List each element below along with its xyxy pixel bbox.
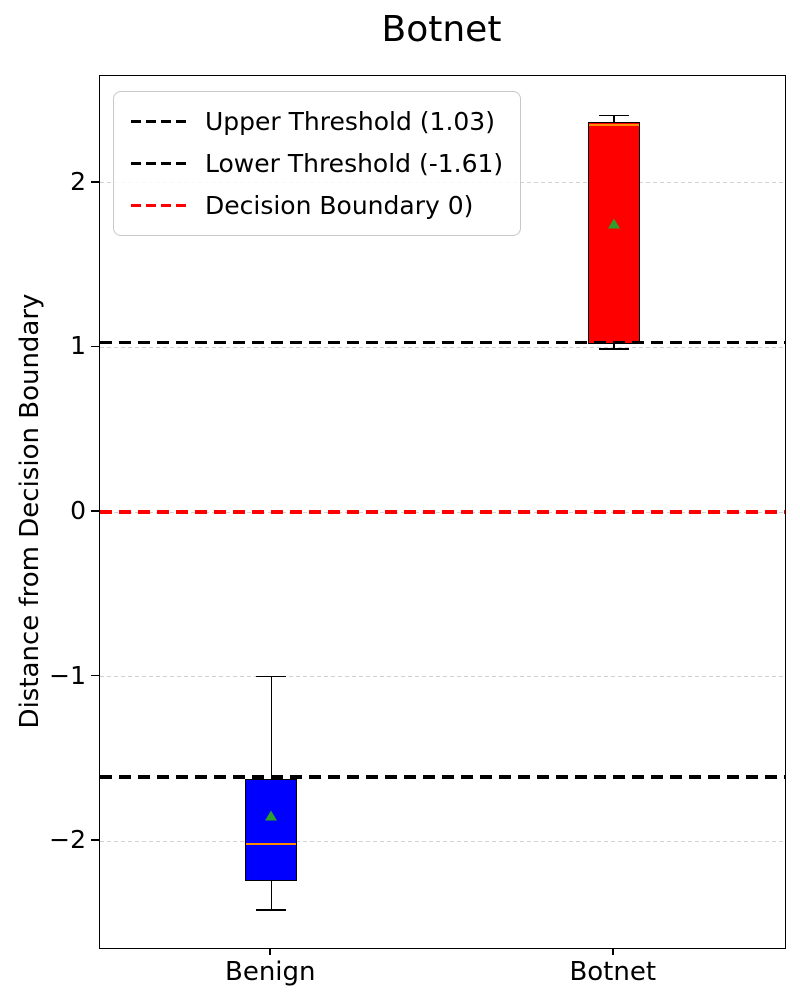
xtick-mark bbox=[611, 948, 614, 955]
botnet-whisker-cap-upper bbox=[598, 114, 629, 117]
legend-label: Lower Threshold (-1.61) bbox=[205, 149, 504, 178]
botnet-whisker-cap-lower bbox=[598, 348, 629, 350]
xtick-label-benign: Benign bbox=[224, 957, 316, 987]
benign-whisker-lower bbox=[270, 880, 272, 911]
legend-label: Upper Threshold (1.03) bbox=[205, 107, 495, 136]
botnet-box bbox=[587, 122, 640, 345]
ytick-mark bbox=[91, 181, 99, 183]
gridline-y-1 bbox=[100, 346, 785, 348]
legend-label: Decision Boundary 0) bbox=[205, 191, 474, 220]
legend: Upper Threshold (1.03) Lower Threshold (… bbox=[113, 91, 522, 236]
ytick-mark bbox=[91, 674, 99, 677]
benign-mean-marker bbox=[265, 810, 278, 821]
ytick-mark bbox=[91, 345, 99, 348]
benign-whisker-upper bbox=[270, 676, 272, 779]
benign-median-line bbox=[246, 842, 297, 846]
y-axis: 2 1 0 −1 −2 bbox=[0, 75, 99, 947]
legend-item-decision-boundary: Decision Boundary 0) bbox=[131, 187, 503, 224]
benign-whisker-cap-lower bbox=[256, 909, 287, 911]
ytick-mark bbox=[91, 839, 99, 841]
xtick-label-botnet: Botnet bbox=[569, 957, 657, 987]
benign-box bbox=[245, 778, 298, 881]
ytick-label-0: 0 bbox=[70, 496, 86, 525]
chart-title: Botnet bbox=[381, 9, 502, 50]
ref-line-upper-threshold bbox=[100, 340, 785, 345]
ref-line-decision-boundary bbox=[100, 510, 785, 514]
ytick-label-1: 1 bbox=[70, 331, 86, 361]
benign-whisker-cap-upper bbox=[256, 675, 287, 678]
ytick-label--1: −1 bbox=[49, 660, 86, 690]
legend-dash-sample bbox=[131, 119, 187, 124]
legend-dash-sample bbox=[131, 203, 187, 208]
botnet-median-line bbox=[588, 123, 639, 127]
ytick-label--2: −2 bbox=[49, 825, 86, 855]
gridline-y--1 bbox=[100, 676, 785, 678]
xtick-mark bbox=[269, 948, 272, 955]
legend-item-lower-threshold: Lower Threshold (-1.61) bbox=[131, 145, 503, 182]
legend-dash-sample bbox=[131, 161, 187, 166]
legend-item-upper-threshold: Upper Threshold (1.03) bbox=[131, 103, 503, 140]
ref-line-lower-threshold bbox=[100, 775, 785, 779]
ytick-mark bbox=[91, 510, 99, 512]
x-axis: Benign Botnet bbox=[99, 948, 784, 998]
botnet-whisker-lower bbox=[613, 344, 615, 350]
botnet-whisker-upper bbox=[613, 115, 615, 123]
gridline-y--2 bbox=[100, 840, 785, 842]
botnet-mean-marker bbox=[607, 218, 620, 229]
ytick-label-2: 2 bbox=[70, 166, 86, 196]
